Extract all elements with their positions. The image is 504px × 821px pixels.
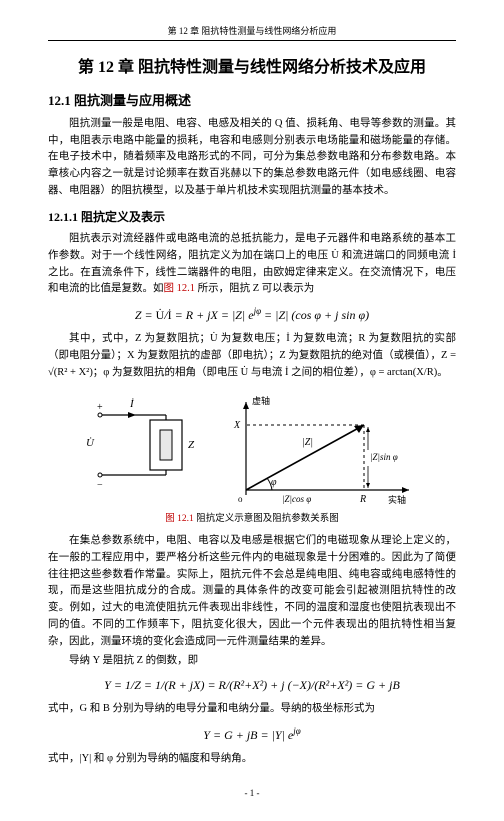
running-head: 第 12 章 阻抗特性测量与线性网络分析应用 (48, 24, 456, 41)
label-z: Z (188, 439, 195, 451)
page: 第 12 章 阻抗特性测量与线性网络分析应用 第 12 章 阻抗特性测量与线性网… (0, 0, 504, 821)
page-number: - 1 - (48, 786, 456, 800)
label-r: R (359, 494, 366, 505)
label-plus: + (97, 402, 103, 413)
paragraph: 阻抗测量一般是电阻、电容、电感及相关的 Q 值、损耗角、电导等参数的测量。其中，… (48, 116, 456, 200)
paragraph: 在集总参数系统中，电阻、电容以及电感是根据它们的电磁现象从理论上定义的，在一般的… (48, 533, 456, 651)
paragraph: 其中，式中，Z 为复数阻抗；U̇ 为复数电压；İ 为复数电流；R 为复数阻抗的实… (48, 331, 456, 381)
label-cos: |Z|cos φ (282, 494, 311, 504)
formula-1: Z = U̇/İ = R + jX = |Z| ejφ = |Z| (cos φ… (48, 304, 456, 325)
chapter-title: 第 12 章 阻抗特性测量与线性网络分析技术及应用 (48, 55, 456, 81)
paragraph-text: 所示，阻抗 Z 可以表示为 (195, 283, 314, 294)
formula-2: Y = 1/Z = 1/(R + jX) = R/(R²+X²) + j (−X… (48, 676, 456, 695)
label-origin: o (238, 494, 243, 504)
figure-row: İ U̇ + − Z X R |Z| (48, 390, 456, 510)
figure-caption: 图 12.1 阻抗定义示意图及阻抗参数关系图 (48, 512, 456, 527)
figure-caption-ref: 图 12.1 (165, 514, 194, 524)
label-imag-axis: 虚轴 (252, 395, 270, 406)
label-phi: φ (271, 477, 277, 488)
circuit-diagram: İ U̇ + − Z (80, 390, 210, 495)
paragraph-text: 如 (153, 283, 164, 294)
figure-caption-text: 阻抗定义示意图及阻抗参数关系图 (194, 514, 339, 524)
label-zmag: |Z| (302, 437, 313, 448)
label-sin: |Z|sin φ (370, 452, 398, 462)
label-x: X (233, 420, 241, 431)
phasor-diagram: X R |Z| φ |Z|cos φ |Z|sin φ 实轴 虚轴 o (224, 390, 424, 510)
paragraph: 阻抗表示对流经器件或电路电流的总抵抗能力，是电子元器件和电路系统的基本工作参数。… (48, 231, 456, 298)
label-real-axis: 实轴 (388, 494, 406, 505)
label-u: U̇ (86, 437, 95, 449)
figure-ref: 图 12.1 (164, 283, 196, 294)
paragraph: 导纳 Y 是阻抗 Z 的倒数，即 (48, 653, 456, 670)
subsection-heading-12-1-1: 12.1.1 阻抗定义及表示 (48, 208, 456, 227)
paragraph: 式中，G 和 B 分别为导纳的电导分量和电纳分量。导纳的极坐标形式为 (48, 701, 456, 718)
label-minus: − (97, 480, 103, 491)
paragraph: 式中，|Y| 和 φ 分别为导纳的幅度和导纳角。 (48, 751, 456, 768)
formula-3: Y = G + jB = |Y| ejφ (48, 724, 456, 745)
section-heading-12-1: 12.1 阻抗测量与应用概述 (48, 91, 456, 112)
